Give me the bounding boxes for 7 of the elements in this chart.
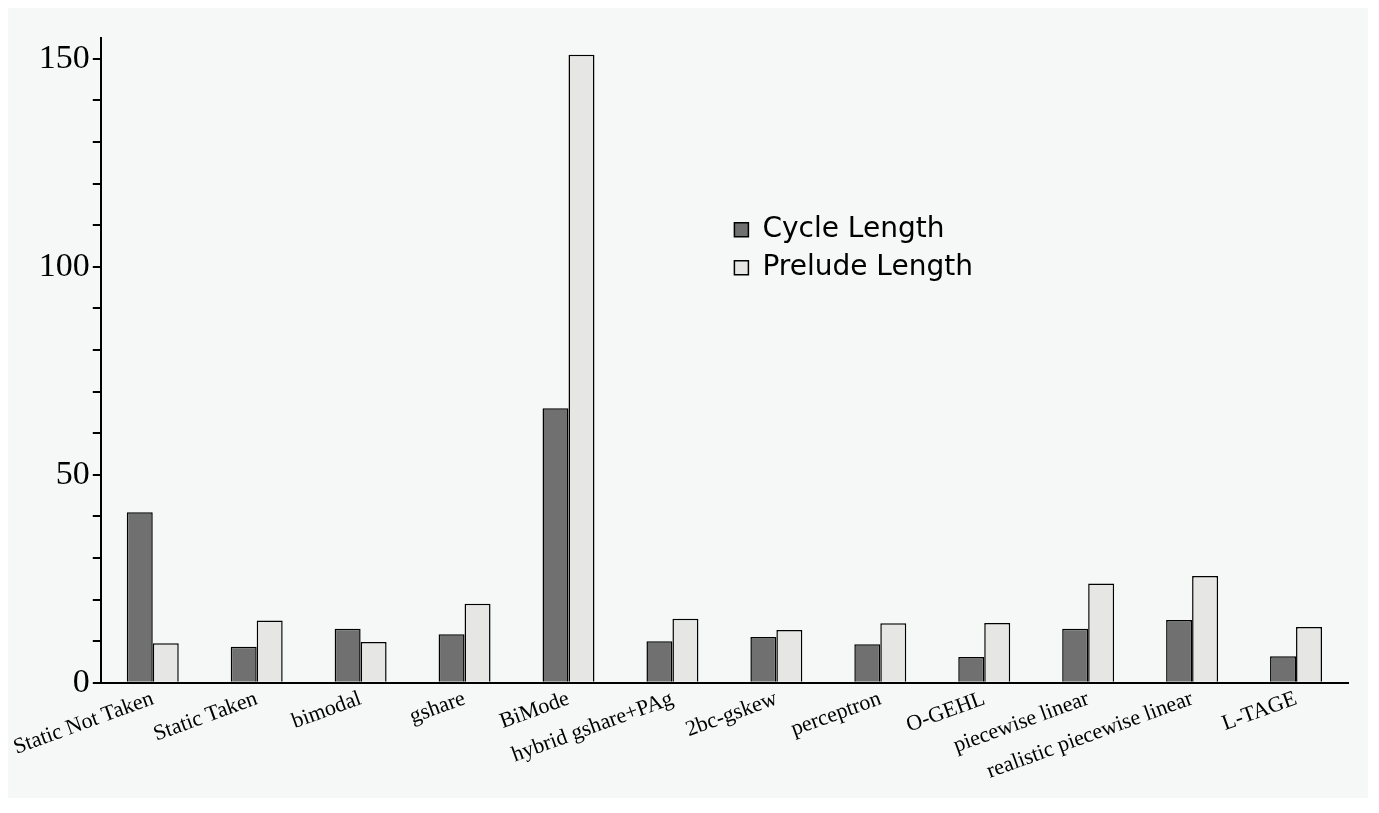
y-tick-label: 100: [38, 245, 90, 283]
legend-label: Cycle Length: [762, 210, 945, 244]
y-tick-label: 150: [38, 37, 90, 75]
y-tick-label: 50: [55, 453, 90, 491]
y-tick-label: 0: [72, 661, 90, 699]
legend-label: Prelude Length: [762, 248, 973, 282]
x-tick-label: gshare: [405, 684, 469, 728]
